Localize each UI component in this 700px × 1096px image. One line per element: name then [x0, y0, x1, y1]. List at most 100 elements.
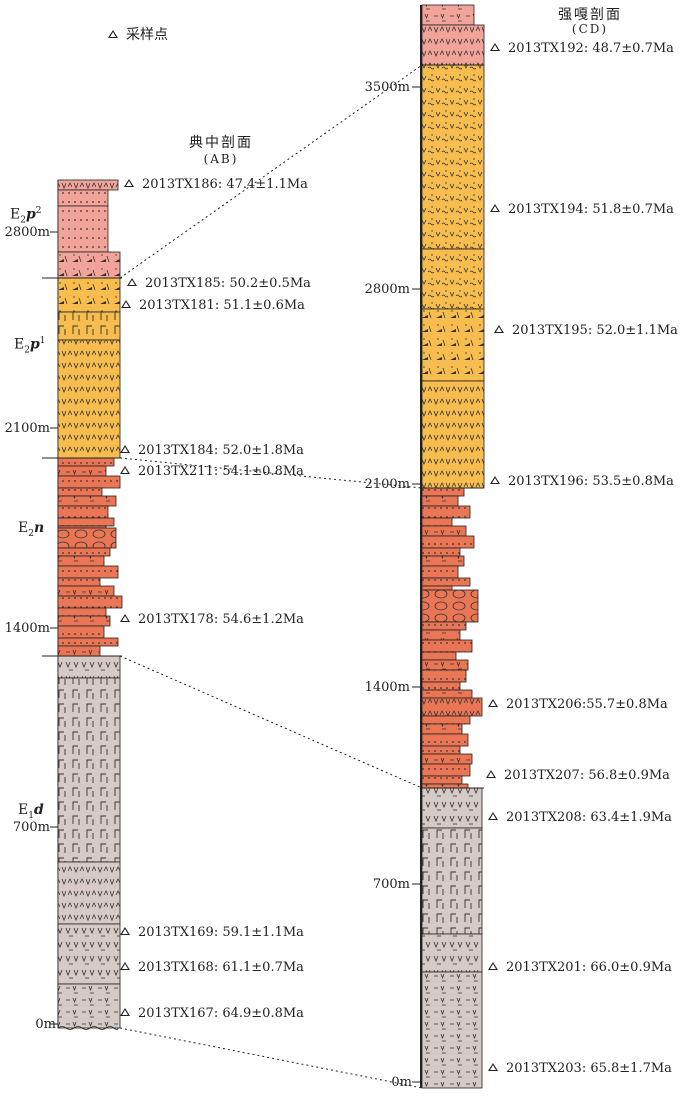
sample-label: 2013TX211: 54.1±0.8Ma — [120, 464, 304, 479]
lithology-pattern — [422, 25, 484, 65]
section-cd-code: (CD) — [571, 22, 609, 36]
lithology-pattern — [58, 190, 108, 206]
sample-label: 2013TX169: 59.1±1.1Ma — [120, 925, 304, 940]
lithology-pattern — [58, 678, 120, 862]
depth-label: 2800m — [364, 282, 410, 297]
sample-label: 2013TX194: 51.8±0.7Ma — [490, 202, 674, 217]
lithology-pattern — [58, 278, 120, 312]
lithology-pattern — [422, 496, 458, 506]
lithology-pattern — [422, 381, 484, 488]
lithology-pattern — [58, 608, 106, 616]
sample-label: 2013TX184: 52.0±1.8Ma — [120, 443, 304, 458]
sample-label: 2013TX203: 65.8±1.7Ma — [488, 1061, 672, 1076]
unit-label-e2p2: E2p2 — [10, 206, 42, 226]
lithology-pattern — [58, 862, 120, 924]
sample-label: 2013TX208: 63.4±1.9Ma — [488, 810, 672, 825]
lithology-pattern — [58, 252, 120, 278]
lithology-pattern — [58, 312, 120, 340]
lithology-pattern — [422, 754, 472, 764]
lithology-pattern — [422, 566, 458, 578]
lithology-pattern — [422, 65, 484, 249]
lithology-pattern — [422, 972, 482, 1088]
legend-sample-point: 采样点 — [108, 28, 168, 42]
lithology-pattern — [58, 466, 106, 476]
sample-label: 2013TX192: 48.7±0.7Ma — [490, 41, 674, 56]
sample-label: 2013TX206:55.7±0.8Ma — [488, 697, 668, 712]
base-line — [57, 1026, 119, 1030]
depth-label: 3500m — [364, 80, 410, 95]
correlation-line — [119, 457, 423, 489]
lithology-pattern — [58, 626, 104, 638]
sample-label: 2013TX196: 53.5±0.8Ma — [490, 474, 674, 489]
lithology-pattern — [422, 716, 470, 724]
lithology-pattern — [58, 180, 118, 190]
sample-label: 2013TX185: 50.2±0.5Ma — [127, 276, 311, 291]
depth-label: 1400m — [364, 680, 410, 695]
lithology-pattern — [422, 764, 470, 776]
lithology-pattern — [422, 506, 470, 518]
section-ab-column — [42, 179, 123, 1030]
lithology-pattern — [58, 556, 104, 566]
lithology-pattern — [58, 638, 118, 646]
depth-label: 0m — [391, 1075, 412, 1090]
lithology-pattern — [58, 476, 120, 488]
lithology-pattern — [422, 488, 464, 496]
section-cd-column — [412, 4, 485, 1089]
lithology-pattern — [58, 496, 116, 506]
sample-label: 2013TX178: 54.6±1.2Ma — [120, 612, 304, 627]
lithology-pattern — [422, 776, 462, 784]
lithology-pattern — [422, 724, 462, 734]
section-ab-code: (AB) — [203, 152, 239, 166]
lithology-pattern — [422, 788, 482, 828]
lithology-pattern — [422, 698, 482, 716]
lithology-pattern — [58, 548, 110, 556]
lithology-pattern — [422, 518, 452, 526]
depth-label: 2100m — [364, 477, 410, 492]
lithology-pattern — [422, 5, 474, 25]
correlation-line — [119, 1027, 423, 1089]
unit-label-e2p1: E2p1 — [14, 336, 46, 356]
lithology-pattern — [422, 828, 482, 934]
lithology-pattern — [422, 590, 478, 622]
sample-label: 2013TX186: 47.4±1.1Ma — [124, 177, 308, 192]
depth-label: 2800m — [4, 225, 50, 240]
lithology-pattern — [422, 556, 464, 566]
sample-label: 2013TX201: 66.0±0.9Ma — [488, 960, 672, 975]
lithology-pattern — [58, 656, 120, 678]
lithology-pattern — [422, 934, 482, 972]
correlation-lines — [119, 64, 423, 1089]
lithology-pattern — [58, 616, 110, 626]
lithology-pattern — [422, 784, 468, 788]
correlation-line — [119, 655, 423, 789]
sample-label: 2013TX207: 56.8±0.9Ma — [486, 768, 670, 783]
depth-label: 0m — [35, 1017, 56, 1032]
section-cd-title: 强嘎剖面 — [558, 7, 622, 23]
lithology-pattern — [422, 622, 466, 630]
sample-label: 2013TX168: 61.1±0.7Ma — [120, 960, 304, 975]
lithology-pattern — [422, 746, 460, 754]
lithology-pattern — [58, 206, 108, 252]
depth-label: 700m — [12, 820, 50, 835]
lithology-pattern — [58, 506, 108, 518]
depth-label: 1400m — [4, 621, 50, 636]
lithology-pattern — [58, 458, 114, 466]
lithology-pattern — [422, 640, 472, 652]
unit-label-e2n: E2n — [18, 520, 45, 539]
lithology-pattern — [58, 586, 114, 596]
lithology-pattern — [58, 526, 106, 528]
lithology-pattern — [422, 249, 484, 309]
lithology-pattern — [422, 652, 456, 660]
lithology-pattern — [58, 566, 118, 578]
lithology-pattern — [422, 690, 472, 698]
lithology-pattern — [58, 984, 120, 1028]
lithology-pattern — [58, 528, 116, 548]
lithology-pattern — [422, 548, 460, 556]
lithology-pattern — [422, 578, 470, 586]
sample-label: 2013TX181: 51.1±0.6Ma — [121, 298, 305, 313]
lithology-pattern — [58, 340, 120, 458]
lithology-pattern — [422, 526, 466, 536]
lithology-pattern — [422, 630, 460, 640]
lithology-pattern — [422, 734, 468, 746]
correlation-line — [119, 64, 423, 279]
